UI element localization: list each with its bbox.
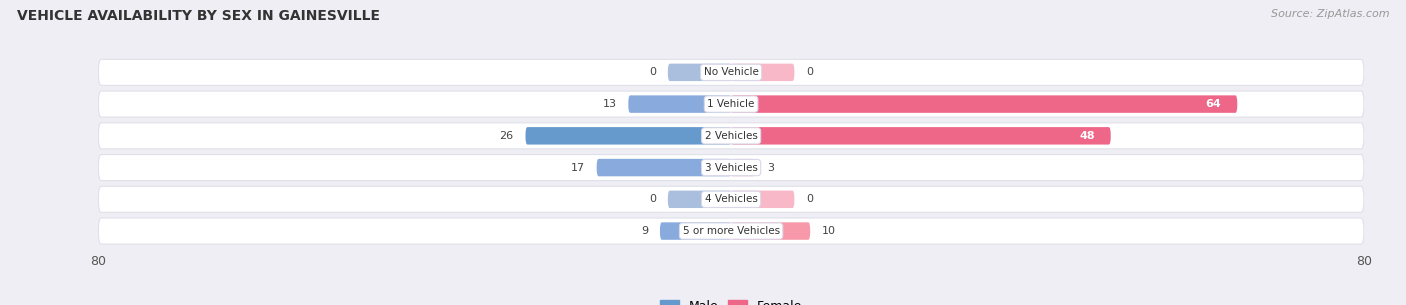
FancyBboxPatch shape [98,123,1364,149]
FancyBboxPatch shape [731,95,1237,113]
FancyBboxPatch shape [98,218,1364,244]
FancyBboxPatch shape [731,64,794,81]
Text: 17: 17 [571,163,585,173]
FancyBboxPatch shape [98,186,1364,212]
Text: 2 Vehicles: 2 Vehicles [704,131,758,141]
Text: VEHICLE AVAILABILITY BY SEX IN GAINESVILLE: VEHICLE AVAILABILITY BY SEX IN GAINESVIL… [17,9,380,23]
Text: 4 Vehicles: 4 Vehicles [704,194,758,204]
FancyBboxPatch shape [98,59,1364,85]
Text: 13: 13 [602,99,616,109]
Text: 26: 26 [499,131,513,141]
Text: 9: 9 [641,226,648,236]
FancyBboxPatch shape [731,159,755,176]
Text: 5 or more Vehicles: 5 or more Vehicles [682,226,780,236]
Text: 0: 0 [650,67,657,77]
FancyBboxPatch shape [731,222,810,240]
Text: 1 Vehicle: 1 Vehicle [707,99,755,109]
Text: 10: 10 [823,226,837,236]
FancyBboxPatch shape [731,191,794,208]
FancyBboxPatch shape [731,127,1111,145]
Text: 3 Vehicles: 3 Vehicles [704,163,758,173]
Text: 48: 48 [1080,131,1095,141]
Text: 0: 0 [806,194,813,204]
FancyBboxPatch shape [628,95,731,113]
FancyBboxPatch shape [668,191,731,208]
FancyBboxPatch shape [526,127,731,145]
Text: 64: 64 [1206,99,1222,109]
FancyBboxPatch shape [98,91,1364,117]
FancyBboxPatch shape [596,159,731,176]
Text: No Vehicle: No Vehicle [703,67,759,77]
Text: 3: 3 [766,163,773,173]
FancyBboxPatch shape [659,222,731,240]
FancyBboxPatch shape [98,155,1364,181]
Text: Source: ZipAtlas.com: Source: ZipAtlas.com [1271,9,1389,19]
FancyBboxPatch shape [668,64,731,81]
Text: 0: 0 [806,67,813,77]
Legend: Male, Female: Male, Female [655,295,807,305]
Text: 0: 0 [650,194,657,204]
